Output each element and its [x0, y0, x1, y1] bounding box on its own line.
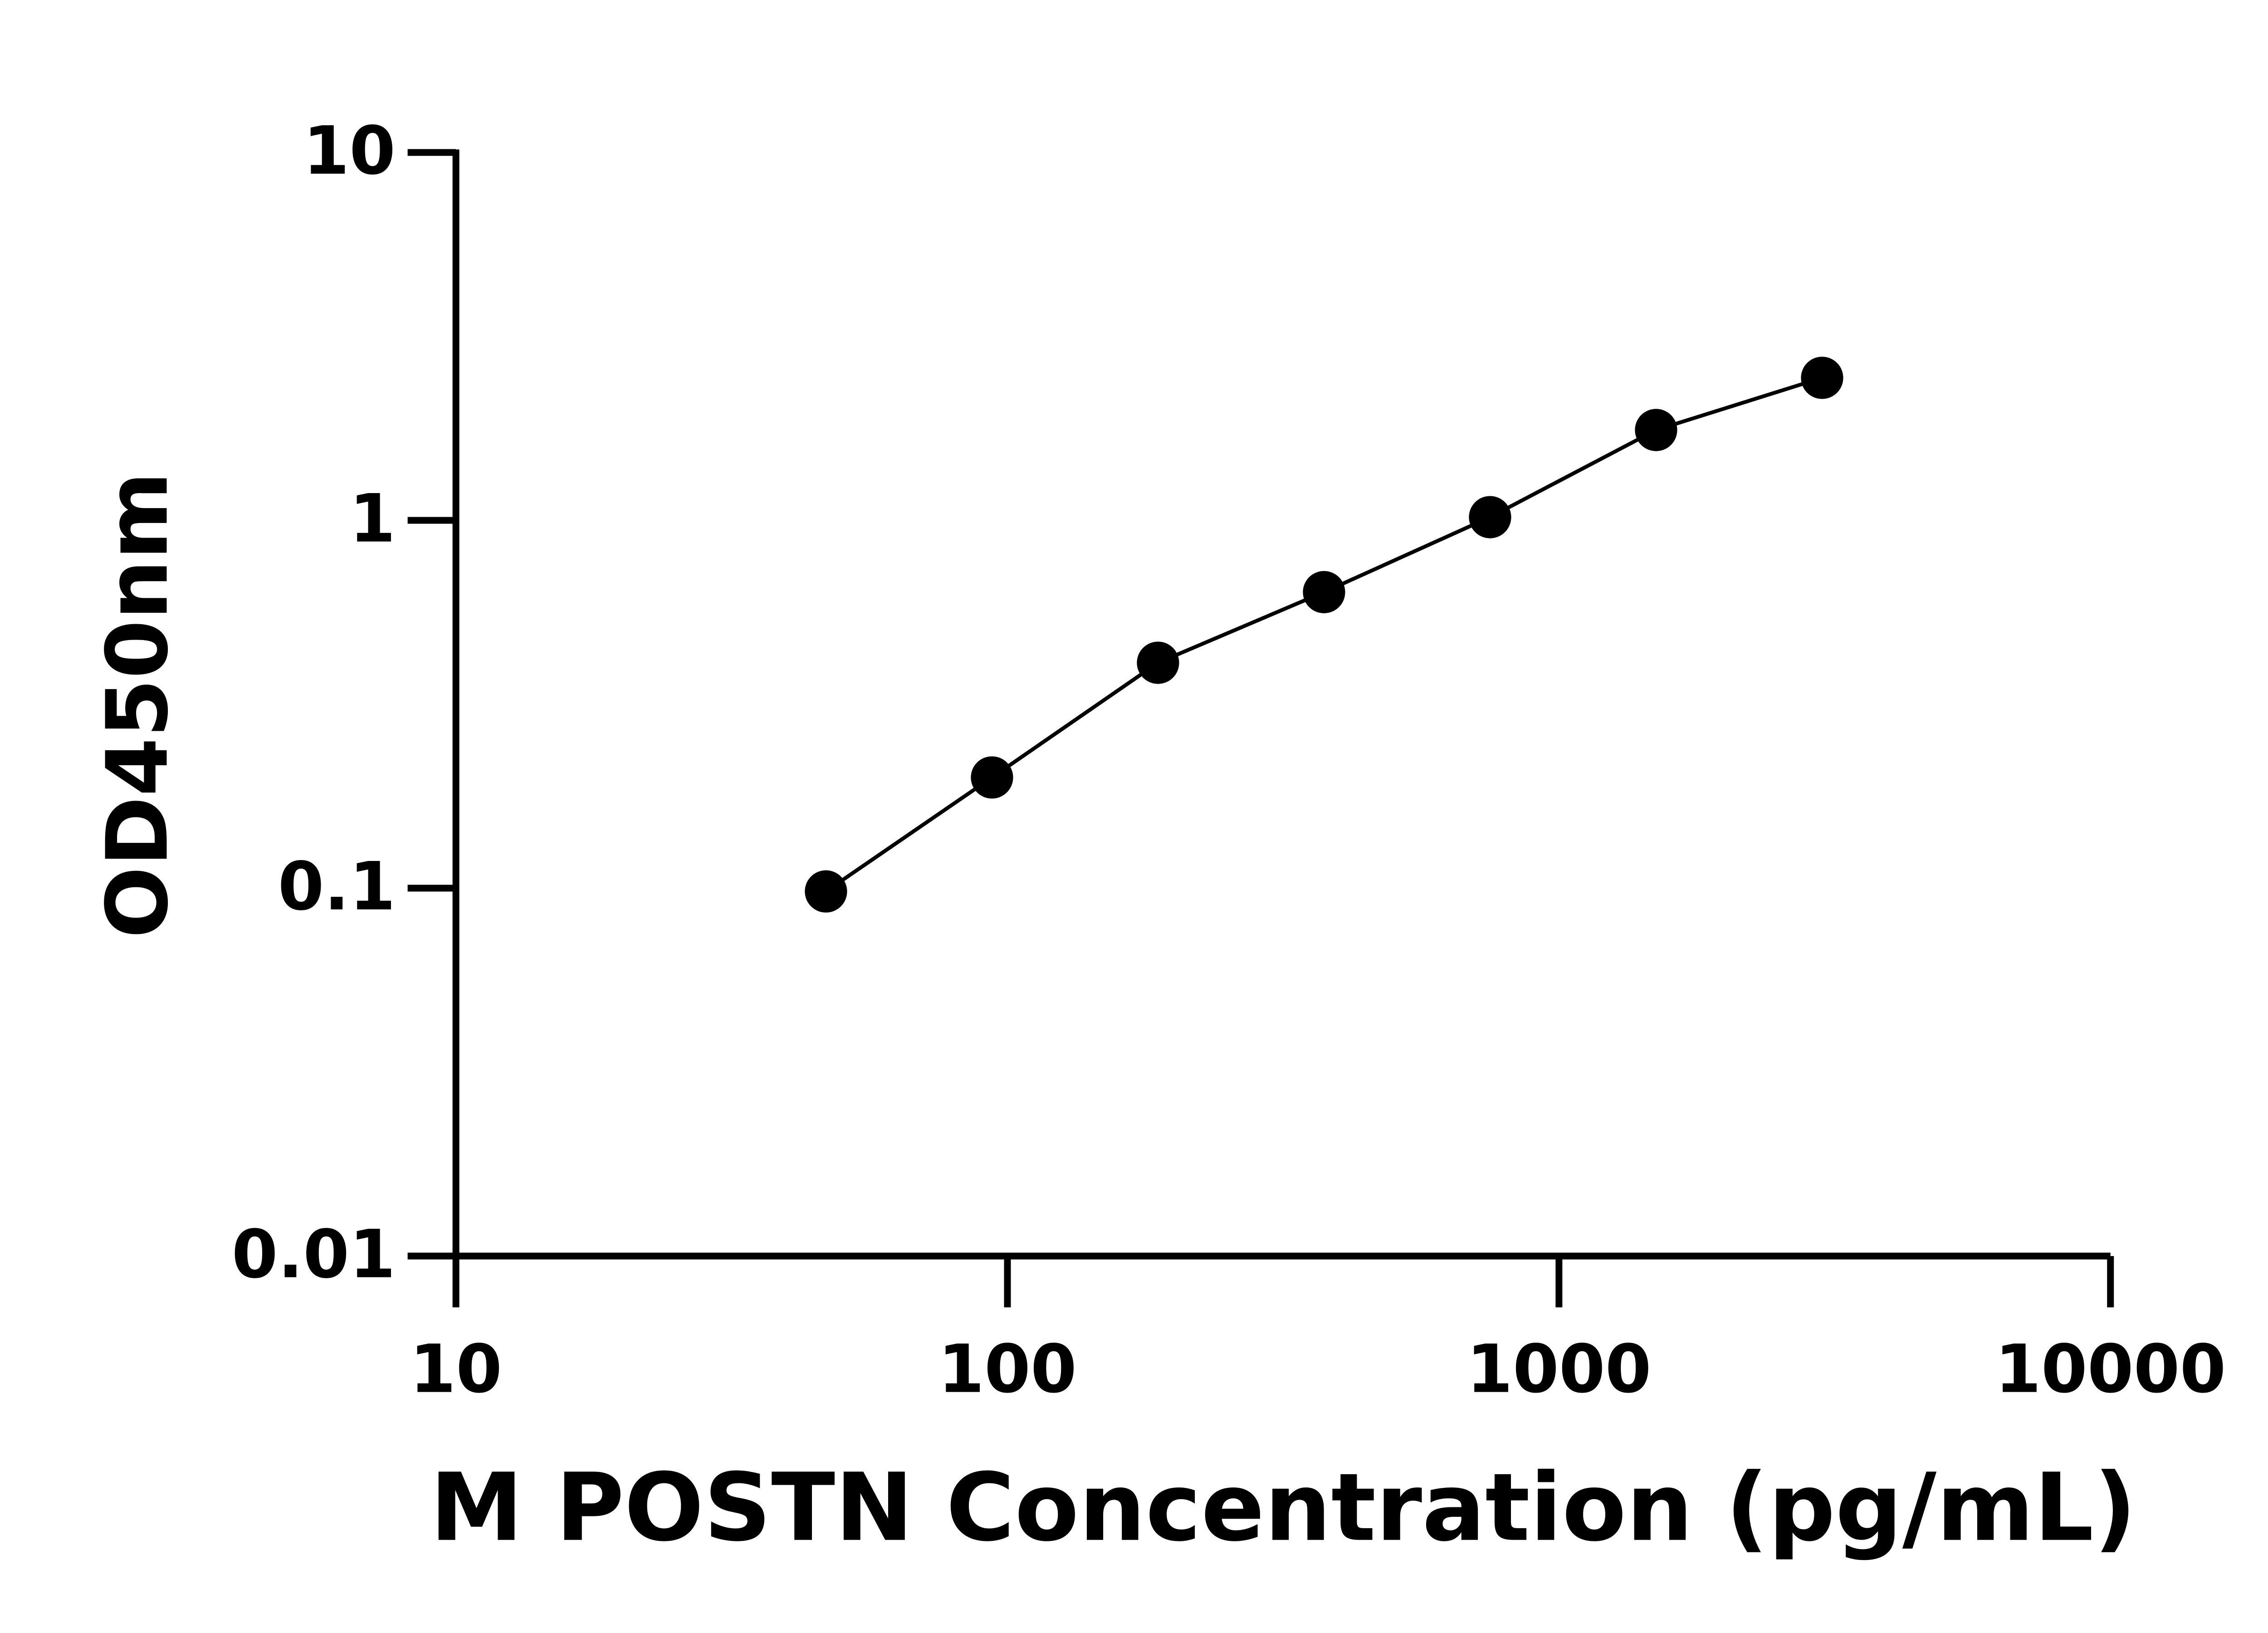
x-axis-title: M POSTN Concentration (pg/mL): [430, 1453, 2136, 1562]
y-tick-label: 0.1: [278, 848, 396, 925]
x-tick-label: 10: [410, 1330, 502, 1408]
curve: [825, 376, 1823, 893]
y-axis-title: OD450nm: [88, 472, 186, 939]
point: [971, 756, 1013, 799]
x-tick-label: 10000: [1995, 1330, 2226, 1408]
point: [1801, 357, 1843, 399]
x-tick-label: 1000: [1466, 1330, 1652, 1408]
point: [1137, 641, 1179, 684]
point: [805, 870, 847, 913]
y-tick-label: 0.01: [232, 1216, 396, 1293]
x-tick-label: 100: [938, 1330, 1077, 1408]
point: [1635, 409, 1677, 451]
point: [1469, 496, 1511, 538]
y-tick-label: 10: [303, 112, 396, 190]
point: [1303, 571, 1345, 613]
y-tick-label: 1: [349, 480, 396, 557]
